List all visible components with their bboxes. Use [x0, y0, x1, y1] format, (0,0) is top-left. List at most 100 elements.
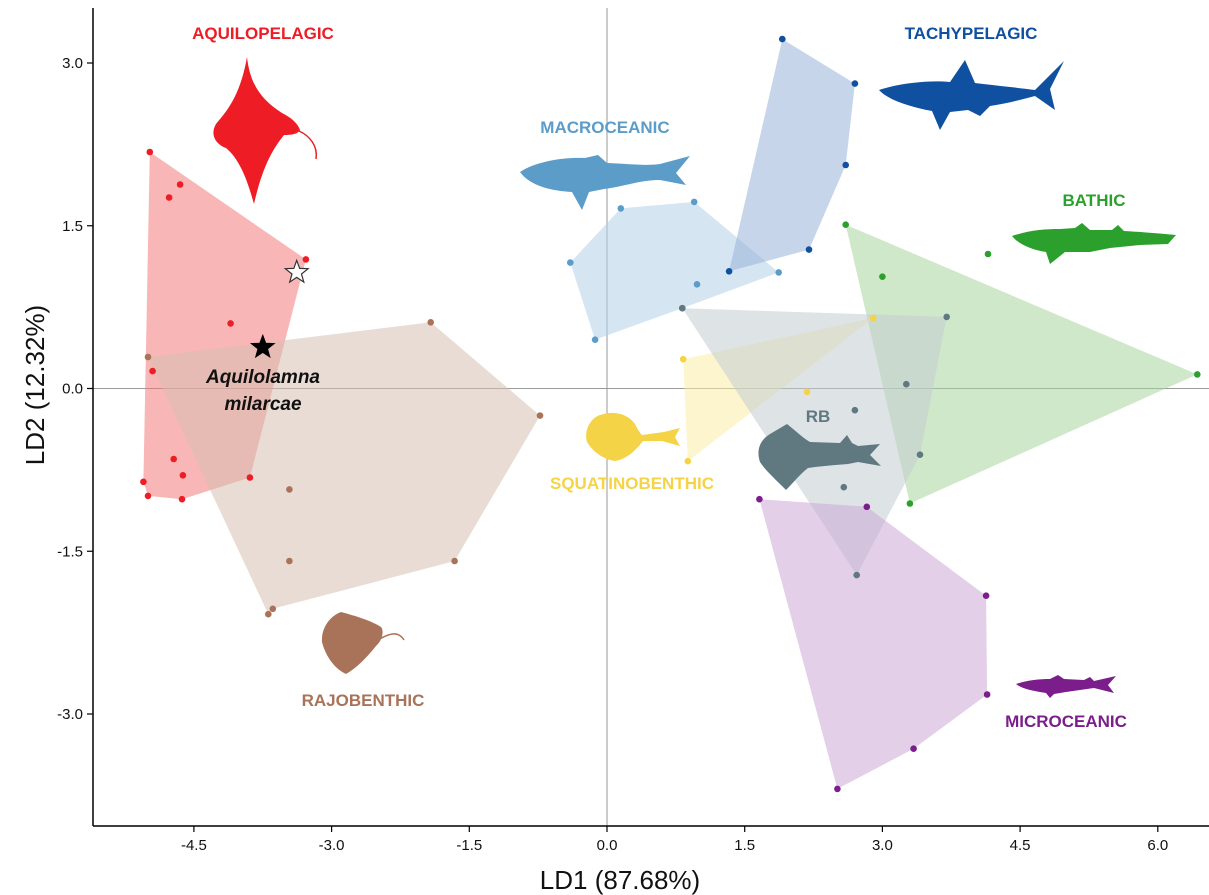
x-tick-label: 0.0	[597, 837, 618, 854]
group-label-microceanic: MICROCEANIC	[1005, 712, 1127, 731]
point-microceanic-0	[756, 495, 763, 503]
x-tick-label: 1.5	[734, 837, 755, 854]
x-tick-label: 4.5	[1010, 837, 1031, 854]
angel-shark-icon	[586, 412, 680, 461]
convex-hulls	[143, 39, 1198, 789]
point-tachypelagic-1	[851, 80, 859, 87]
point-squatinobenthic-3	[684, 457, 692, 465]
point-rajobenthic-7	[265, 610, 272, 618]
x-tick-label: 3.0	[872, 837, 893, 854]
point-tachypelagic-3	[805, 246, 813, 253]
mako-shark-icon	[879, 60, 1064, 130]
group-label-squatinobenthic: SQUATINOBENTHIC	[550, 474, 714, 493]
group-label-bathic: BATHIC	[1063, 191, 1126, 210]
x-tick-label: -3.0	[319, 837, 345, 854]
point-aquilopelagic-7	[179, 472, 187, 479]
small-shark-icon	[1016, 675, 1116, 698]
group-label-tachypelagic: TACHYPELAGIC	[905, 24, 1038, 43]
hull-bathic	[845, 224, 1198, 504]
group-label-rajobenthic: RAJOBENTHIC	[302, 691, 425, 710]
hull-tachypelagic	[729, 39, 855, 272]
point-tachypelagic-0	[779, 35, 786, 43]
y-tick-label: -3.0	[57, 706, 83, 723]
point-rb-6	[853, 571, 860, 579]
species-label-line1: Aquilolamna	[205, 367, 320, 388]
whale-shark-icon	[520, 155, 690, 210]
point-macroceanic-4	[591, 336, 599, 344]
x-tick-label: -4.5	[181, 837, 207, 854]
point-macroceanic-3	[693, 281, 701, 288]
point-aquilopelagic-8	[140, 478, 147, 486]
point-aquilopelagic-0	[146, 148, 154, 156]
point-rb-1	[943, 313, 950, 321]
point-macroceanic-0	[567, 259, 574, 266]
point-macroceanic-1	[617, 205, 625, 212]
x-tick-label: -1.5	[456, 837, 482, 854]
guitarfish-icon	[758, 424, 881, 490]
species-label-line2: milarcae	[224, 394, 302, 415]
point-tachypelagic-2	[842, 161, 849, 169]
point-microceanic-2	[982, 592, 990, 599]
group-label-macroceanic: MACROCEANIC	[540, 118, 669, 137]
point-bathic-2	[879, 273, 886, 281]
point-rb-0	[679, 304, 686, 312]
point-bathic-1	[984, 250, 992, 258]
x-tick-label: 6.0	[1147, 837, 1168, 854]
data-points	[140, 35, 1201, 793]
point-bathic-0	[842, 221, 849, 228]
point-aquilopelagic-4	[227, 320, 234, 327]
point-rb-2	[903, 380, 910, 388]
x-axis-label: LD1 (87.68%)	[540, 865, 700, 895]
point-rb-5	[840, 483, 848, 491]
point-rajobenthic-5	[451, 557, 458, 565]
point-rajobenthic-0	[144, 353, 152, 361]
point-microceanic-1	[863, 503, 871, 511]
stingray-icon	[321, 612, 405, 674]
axes	[92, 8, 1209, 827]
point-aquilopelagic-6	[170, 455, 177, 463]
tick-labels: -4.5 -3.0 -1.5 0.0 1.5 3.0 4.5 6.0 3.0 1.5 0.0 -1.5…	[57, 55, 1168, 854]
point-tachypelagic-4	[725, 268, 733, 275]
dogfish-shark-icon	[1012, 223, 1176, 264]
point-bathic-4	[906, 500, 914, 507]
open-star-marker	[283, 258, 310, 284]
annotation-markers	[249, 258, 310, 359]
filled-star-marker	[249, 333, 276, 359]
point-aquilopelagic-9	[144, 492, 152, 500]
point-microceanic-5	[834, 785, 841, 793]
y-tick-label: -1.5	[57, 543, 83, 560]
point-aquilopelagic-3	[302, 256, 310, 263]
point-aquilopelagic-5	[149, 367, 156, 375]
point-aquilopelagic-2	[165, 194, 173, 201]
hull-macroceanic	[570, 201, 779, 340]
point-rajobenthic-1	[427, 319, 435, 326]
group-label-aquilopelagic: AQUILOPELAGIC	[192, 24, 334, 43]
point-rajobenthic-6	[269, 605, 277, 613]
point-squatinobenthic-1	[869, 314, 877, 322]
hull-rb	[682, 308, 947, 576]
point-rb-4	[916, 451, 924, 459]
point-squatinobenthic-2	[803, 388, 811, 396]
point-rajobenthic-3	[286, 486, 293, 493]
hull-microceanic	[759, 499, 988, 789]
point-microceanic-4	[910, 745, 917, 752]
point-macroceanic-6	[775, 269, 782, 276]
point-bathic-3	[1194, 371, 1201, 378]
point-rajobenthic-4	[286, 557, 293, 565]
point-aquilopelagic-11	[246, 474, 254, 481]
y-tick-label: 1.5	[62, 218, 83, 235]
y-tick-label: 0.0	[62, 381, 83, 398]
point-squatinobenthic-0	[679, 355, 687, 363]
point-rajobenthic-2	[536, 412, 544, 419]
point-macroceanic-2	[690, 198, 698, 206]
manta-ray-icon	[213, 57, 318, 204]
point-rb-3	[851, 406, 859, 414]
point-aquilopelagic-10	[178, 495, 186, 503]
point-aquilopelagic-1	[176, 181, 184, 188]
y-axis-label: LD2 (12.32%)	[20, 305, 50, 465]
point-microceanic-3	[983, 691, 991, 698]
hull-rajobenthic	[148, 322, 540, 615]
y-tick-label: 3.0	[62, 55, 83, 72]
group-label-rb: RB	[806, 407, 831, 426]
